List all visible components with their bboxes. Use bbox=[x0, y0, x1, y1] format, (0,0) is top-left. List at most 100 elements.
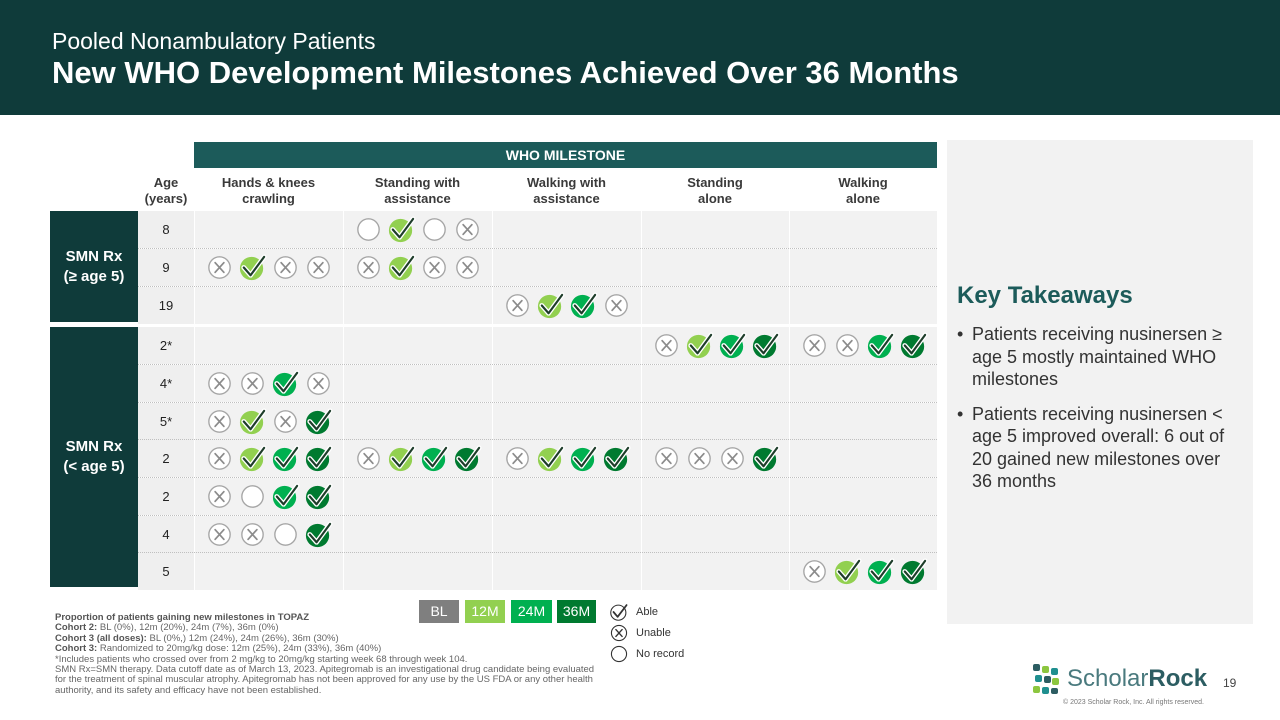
age-cell: 8 bbox=[138, 211, 194, 248]
check-icon bbox=[388, 254, 416, 281]
check-icon bbox=[305, 483, 333, 510]
footnote-line: *Includes patients who crossed over from… bbox=[55, 653, 600, 665]
check-icon bbox=[686, 332, 714, 359]
row-divider bbox=[138, 477, 937, 478]
milestone-cell bbox=[641, 553, 789, 590]
footnote-line-text: Randomized to 20mg/kg dose: 12m (25%), 2… bbox=[99, 643, 382, 655]
x-icon bbox=[307, 256, 330, 279]
row-divider bbox=[138, 364, 937, 365]
x-icon bbox=[506, 447, 529, 470]
milestone-cell bbox=[492, 403, 641, 440]
footnote-line-text: *Includes patients who crossed over from… bbox=[55, 653, 468, 665]
milestone-header-standing-assist: Standing with assistance bbox=[343, 175, 492, 207]
check-icon bbox=[867, 332, 895, 359]
milestone-cell bbox=[492, 287, 641, 324]
slide-header: Pooled Nonambulatory Patients New WHO De… bbox=[0, 0, 1280, 115]
milestone-cell bbox=[492, 365, 641, 402]
takeaway-bullet: Patients receiving nusinersen ≥ age 5 mo… bbox=[957, 323, 1237, 391]
milestone-cell bbox=[789, 327, 937, 364]
milestone-header-line2: crawling bbox=[242, 191, 295, 206]
table-row: 9 bbox=[138, 249, 937, 286]
milestone-cell bbox=[343, 365, 492, 402]
footnote-line-label: Cohort 2: bbox=[55, 622, 100, 634]
milestone-cell bbox=[789, 287, 937, 324]
copyright: © 2023 Scholar Rock, Inc. All rights res… bbox=[1063, 699, 1204, 706]
x-icon bbox=[687, 447, 711, 470]
footnote-line: Cohort 3: Randomized to 20mg/kg dose: 12… bbox=[55, 644, 600, 654]
slide-subtitle: Pooled Nonambulatory Patients bbox=[52, 28, 376, 54]
milestone-cell bbox=[194, 478, 343, 515]
milestone-cell bbox=[343, 553, 492, 590]
x-icon bbox=[208, 447, 231, 470]
x-icon bbox=[610, 624, 628, 642]
table-row: 8 bbox=[138, 211, 937, 248]
check-icon bbox=[272, 483, 300, 510]
milestone-cell bbox=[789, 478, 937, 515]
row-divider bbox=[138, 402, 937, 403]
check-icon bbox=[834, 558, 862, 585]
milestone-cell bbox=[641, 211, 789, 248]
milestone-cell bbox=[789, 403, 937, 440]
x-icon bbox=[208, 523, 231, 546]
milestone-header-walking-alone: Walking alone bbox=[789, 175, 937, 207]
milestone-cell bbox=[492, 440, 641, 477]
footnote-line-text: SMN Rx=SMN therapy. Data cutoff date as … bbox=[55, 664, 595, 696]
check-icon bbox=[537, 445, 565, 472]
milestone-cell bbox=[194, 403, 343, 440]
group-label-line1: SMN Rx bbox=[65, 247, 123, 265]
milestone-cell bbox=[343, 440, 492, 477]
x-icon bbox=[456, 218, 479, 241]
slide-title: New WHO Development Milestones Achieved … bbox=[52, 55, 959, 90]
group-label-line1: SMN Rx bbox=[65, 438, 123, 455]
age-cell: 4* bbox=[138, 365, 194, 402]
x-icon bbox=[208, 372, 231, 395]
legend-12m: 12M bbox=[465, 600, 505, 623]
x-icon bbox=[654, 447, 678, 470]
legend-able-label: Able bbox=[636, 606, 659, 618]
milestone-header-crawling: Hands & knees crawling bbox=[194, 175, 343, 207]
milestone-header-line1: Standing with bbox=[374, 175, 461, 190]
page-number: 19 bbox=[1223, 676, 1237, 690]
x-icon bbox=[835, 334, 859, 357]
milestone-cell bbox=[641, 440, 789, 477]
legend-36m: 36M bbox=[557, 600, 596, 623]
group-label-line2: (< age 5) bbox=[63, 458, 125, 475]
check-icon bbox=[305, 445, 333, 472]
milestone-cell bbox=[492, 327, 641, 364]
age-cell: 2 bbox=[138, 440, 194, 477]
milestone-cell bbox=[194, 327, 343, 364]
check-icon bbox=[388, 445, 416, 472]
legend-unable: Unable bbox=[608, 622, 671, 644]
milestone-header-line2: alone bbox=[846, 191, 880, 206]
check-icon bbox=[752, 445, 780, 472]
check-icon bbox=[272, 445, 300, 472]
x-icon bbox=[274, 256, 297, 279]
group-label: SMN Rx (≥ age 5) bbox=[50, 211, 138, 322]
footnote-heading: Proportion of patients gaining new miles… bbox=[55, 612, 310, 623]
milestone-header-line2: alone bbox=[698, 191, 732, 206]
check-icon bbox=[752, 332, 780, 359]
footnote-line: Cohort 3 (all doses): BL (0%,) 12m (24%)… bbox=[55, 633, 600, 644]
milestone-cell bbox=[641, 249, 789, 286]
milestone-cell bbox=[343, 327, 492, 364]
footnote: Proportion of patients gaining new miles… bbox=[55, 612, 600, 696]
row-divider bbox=[138, 286, 937, 287]
empty-circle-icon bbox=[357, 218, 380, 241]
row-divider bbox=[138, 248, 937, 249]
milestone-cell bbox=[789, 249, 937, 286]
legend-no-record: No record bbox=[608, 643, 684, 665]
x-icon bbox=[423, 256, 446, 279]
group-under-age-5: SMN Rx (< age 5) bbox=[50, 327, 194, 587]
x-icon bbox=[241, 372, 264, 395]
empty-circle-icon bbox=[423, 218, 446, 241]
milestone-cell bbox=[641, 516, 789, 553]
x-icon bbox=[208, 485, 231, 508]
age-cell: 5* bbox=[138, 403, 194, 440]
age-cell: 9 bbox=[138, 249, 194, 286]
milestone-cell bbox=[492, 249, 641, 286]
milestone-cell bbox=[343, 403, 492, 440]
milestone-cell bbox=[194, 516, 343, 553]
legend-24m: 24M bbox=[511, 600, 552, 623]
x-icon bbox=[802, 560, 826, 583]
check-icon bbox=[239, 445, 267, 472]
